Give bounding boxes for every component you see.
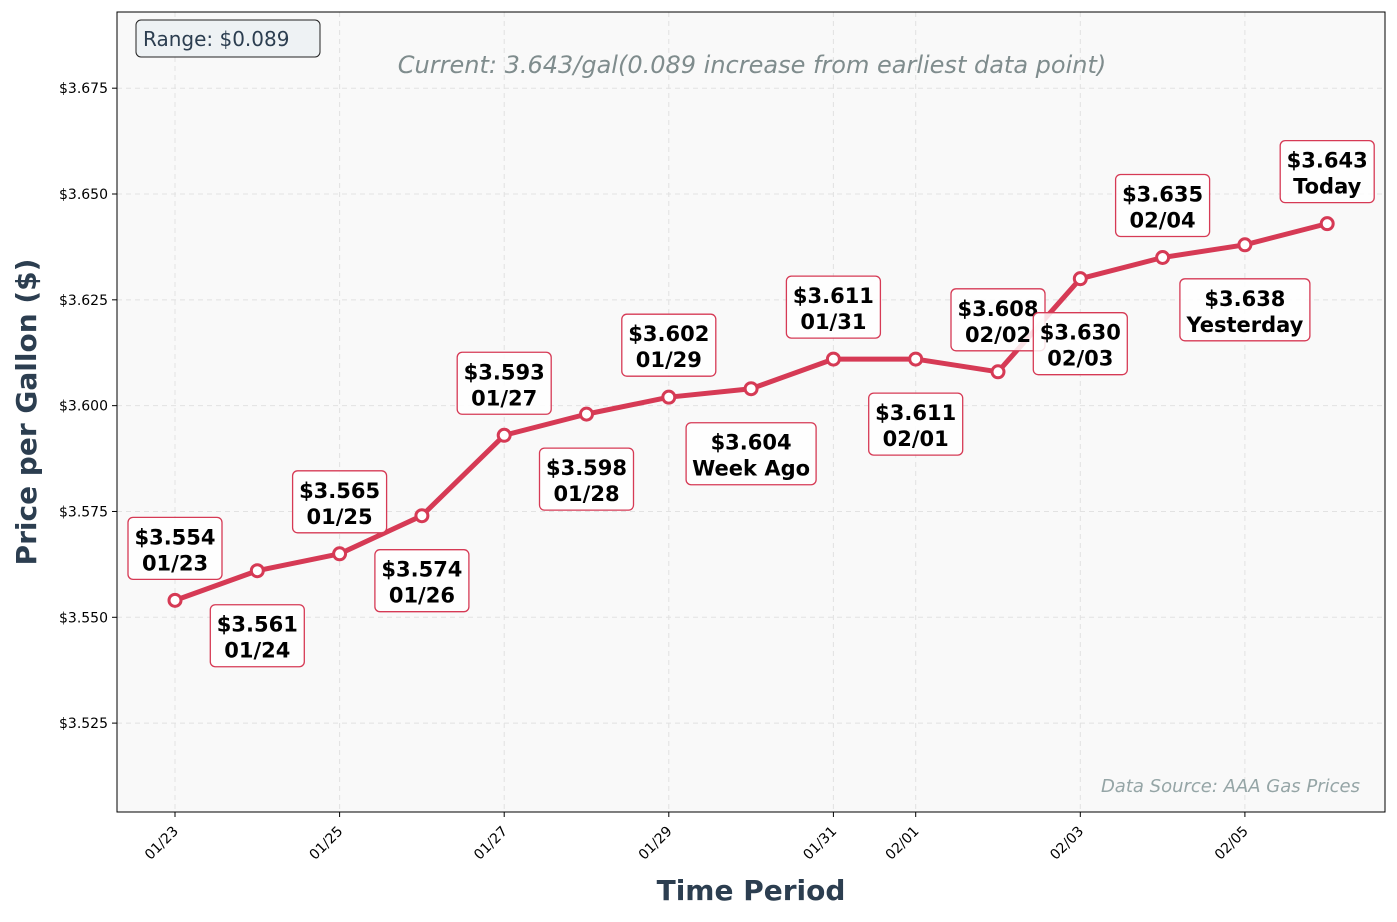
data-label-price: $3.608 [957,297,1038,321]
data-point [1072,271,1088,287]
data-point [332,546,348,562]
data-label-date: 01/28 [553,482,619,506]
data-point [249,563,265,579]
data-point [825,351,841,367]
data-label-date: 01/24 [224,639,290,663]
data-label-price: $3.574 [381,558,462,582]
data-point [1319,216,1335,232]
data-point [1155,250,1171,266]
data-point [990,364,1006,380]
data-label-date: 01/23 [142,551,208,575]
data-label-date: Yesterday [1185,313,1303,337]
data-label-price: $3.638 [1204,287,1285,311]
data-label-price: $3.565 [299,479,380,503]
x-tick-label: 01/25 [307,824,347,864]
x-tick-label: 02/05 [1212,824,1252,864]
data-label-price: $3.602 [628,322,709,346]
data-point [661,389,677,405]
data-label-date: 02/02 [965,323,1031,347]
data-label-date: 02/04 [1130,209,1196,233]
data-label-date: 01/26 [389,584,455,608]
y-tick-label: $3.575 [59,504,108,520]
range-text: Range: $0.089 [143,27,289,51]
data-label-price: $3.593 [464,360,545,384]
data-label-price: $3.554 [134,525,215,549]
data-label-date: 01/29 [636,348,702,372]
x-tick-label: 01/27 [471,824,511,864]
data-point [414,508,430,524]
data-point [1237,237,1253,253]
data-point [496,427,512,443]
y-tick-label: $3.600 [59,399,108,415]
plot-area [117,12,1385,812]
data-label-date: Today [1293,175,1362,199]
data-label-date: 02/03 [1047,347,1113,371]
y-tick-label: $3.525 [59,716,108,732]
x-axis-label: Time Period [657,874,846,907]
plot-frame [116,11,1386,813]
data-label-date: Week Ago [692,457,810,481]
data-source-note: Data Source: AAA Gas Prices [1101,776,1360,797]
data-label-date: 02/01 [883,427,949,451]
data-label-price: $3.611 [875,401,956,425]
data-label-price: $3.604 [711,431,792,455]
current-price-subtitle: Current: 3.643/gal(0.089 increase from e… [398,51,1106,79]
data-point [579,406,594,422]
x-tick-label: 01/29 [636,824,676,864]
data-point [743,381,759,397]
y-tick-label: $3.650 [59,187,108,203]
y-tick-label: $3.550 [59,610,108,626]
x-tick-label: 02/01 [883,824,923,864]
data-label-price: $3.611 [793,284,874,308]
y-axis-label: Price per Gallon ($) [10,259,43,566]
data-label-price: $3.598 [546,456,627,480]
data-label-date: 01/31 [800,310,866,334]
data-label-price: $3.643 [1287,149,1368,173]
data-label-price: $3.561 [217,613,298,637]
x-tick-label: 02/03 [1047,824,1087,864]
x-tick-label: 01/31 [800,824,840,864]
range-box: Range: $0.089 [135,19,321,58]
x-tick-label: 01/23 [142,824,182,864]
data-label-date: 01/27 [471,386,537,410]
data-point [908,351,924,367]
data-point [167,592,183,608]
data-label-price: $3.635 [1122,183,1203,207]
data-label-price: $3.630 [1040,321,1121,345]
y-tick-label: $3.675 [59,81,108,97]
y-tick-label: $3.625 [59,293,108,309]
data-label-date: 01/25 [307,505,373,529]
